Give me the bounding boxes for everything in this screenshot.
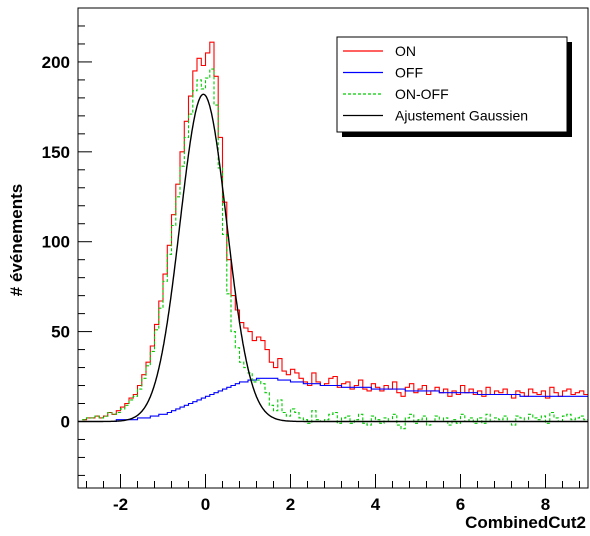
series-line-off [82,377,588,423]
y-tick-label: 200 [42,53,70,72]
y-tick-label: 50 [51,323,70,342]
series-layer [78,41,588,430]
legend-box [336,36,568,133]
y-tick-label: 150 [42,143,70,162]
plot-frame [77,7,589,489]
x-tick-label: 6 [456,495,465,514]
series-line-on-off [82,68,588,430]
axes-layer: -2 0 2 4 6 8 0 50 100 150 200 [42,7,589,514]
legend-label: ON [395,43,416,59]
x-tick-label: 2 [286,495,295,514]
legend-label: Ajustement Gaussien [395,108,528,124]
legend: ON OFF ON-OFF Ajustement Gaussien [336,36,572,137]
legend-label: OFF [395,65,423,81]
y-tick-label: 0 [61,412,70,431]
x-axis-title: CombinedCut2 [465,513,586,532]
series-line-ajustement-gaussien [78,93,588,423]
x-tick-label: -2 [113,495,128,514]
x-tick-label: 4 [371,495,381,514]
y-tick-label: 100 [42,233,70,252]
x-tick-label: 0 [201,495,210,514]
y-axis-title: # événements [7,184,26,296]
legend-label: ON-OFF [395,86,449,102]
x-tick-label: 8 [541,495,550,514]
